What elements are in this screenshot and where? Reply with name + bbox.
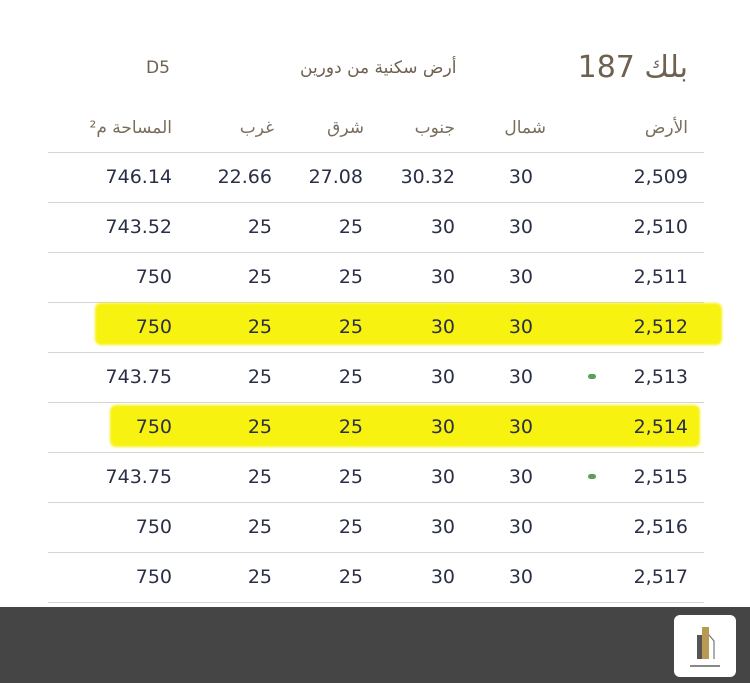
row-divider bbox=[48, 252, 704, 253]
table-row[interactable]: 2,511 30 30 25 25 750 bbox=[0, 252, 750, 302]
cell-east: 25 bbox=[338, 416, 363, 438]
row-divider bbox=[48, 402, 704, 403]
table-row[interactable]: 2,513 30 30 25 25 743.75 bbox=[0, 352, 750, 402]
cell-north: 30 bbox=[508, 266, 533, 288]
col-header-south: جنوب bbox=[414, 118, 455, 138]
cell-west: 22.66 bbox=[217, 166, 272, 188]
row-highlight bbox=[95, 303, 722, 345]
col-header-north: شمال bbox=[504, 118, 546, 138]
block-title: بلك 187 bbox=[577, 50, 688, 85]
cell-west: 25 bbox=[247, 316, 272, 338]
header-divider bbox=[48, 152, 704, 153]
cell-area: 743.75 bbox=[105, 366, 172, 388]
cell-west: 25 bbox=[247, 366, 272, 388]
cell-area: 746.14 bbox=[105, 166, 172, 188]
row-divider bbox=[48, 502, 704, 503]
table-row[interactable]: 2,509 30 30.32 27.08 22.66 746.14 bbox=[0, 152, 750, 202]
col-header-area: المساحة م² bbox=[89, 118, 172, 138]
cell-area: 750 bbox=[135, 316, 172, 338]
cell-east: 27.08 bbox=[308, 166, 363, 188]
row-divider bbox=[48, 352, 704, 353]
cell-east: 25 bbox=[338, 366, 363, 388]
cell-land: 2,514 bbox=[633, 416, 688, 438]
table-row[interactable]: 2,510 30 30 25 25 743.52 bbox=[0, 202, 750, 252]
cell-east: 25 bbox=[338, 566, 363, 588]
cell-east: 25 bbox=[338, 466, 363, 488]
cell-west: 25 bbox=[247, 516, 272, 538]
cell-south: 30 bbox=[430, 216, 455, 238]
row-divider bbox=[48, 552, 704, 553]
cell-south: 30 bbox=[430, 416, 455, 438]
cell-area: 750 bbox=[135, 416, 172, 438]
footer-bar bbox=[0, 607, 750, 683]
cell-east: 25 bbox=[338, 216, 363, 238]
row-divider bbox=[48, 202, 704, 203]
row-divider bbox=[48, 602, 704, 603]
cell-south: 30 bbox=[430, 366, 455, 388]
cell-west: 25 bbox=[247, 566, 272, 588]
cell-land: 2,511 bbox=[633, 266, 688, 288]
zone-code: D5 bbox=[146, 58, 170, 78]
cell-north: 30 bbox=[508, 166, 533, 188]
cell-north: 30 bbox=[508, 316, 533, 338]
cell-west: 25 bbox=[247, 416, 272, 438]
cell-north: 30 bbox=[508, 516, 533, 538]
cell-area: 750 bbox=[135, 566, 172, 588]
cell-west: 25 bbox=[247, 266, 272, 288]
cell-west: 25 bbox=[247, 216, 272, 238]
building-logo-icon bbox=[690, 627, 720, 667]
cell-area: 750 bbox=[135, 266, 172, 288]
cell-land: 2,513 bbox=[633, 366, 688, 388]
cell-north: 30 bbox=[508, 466, 533, 488]
table-row[interactable]: 2,517 30 30 25 25 750 bbox=[0, 552, 750, 602]
cell-land: 2,510 bbox=[633, 216, 688, 238]
cell-south: 30.32 bbox=[400, 166, 455, 188]
table-row[interactable]: 2,516 30 30 25 25 750 bbox=[0, 502, 750, 552]
row-divider bbox=[48, 302, 704, 303]
brand-logo bbox=[674, 615, 736, 677]
table-row[interactable]: 2,514 30 30 25 25 750 bbox=[0, 402, 750, 452]
col-header-land: الأرض bbox=[644, 118, 688, 138]
cell-north: 30 bbox=[508, 366, 533, 388]
cell-land: 2,515 bbox=[633, 466, 688, 488]
cell-west: 25 bbox=[247, 466, 272, 488]
cell-area: 750 bbox=[135, 516, 172, 538]
col-header-west: غرب bbox=[239, 118, 274, 138]
cell-north: 30 bbox=[508, 566, 533, 588]
cell-area: 743.52 bbox=[105, 216, 172, 238]
cell-east: 25 bbox=[338, 316, 363, 338]
table-row[interactable]: 2,512 30 30 25 25 750 bbox=[0, 302, 750, 352]
table-row[interactable]: 2,515 30 30 25 25 743.75 bbox=[0, 452, 750, 502]
cell-south: 30 bbox=[430, 566, 455, 588]
row-divider bbox=[48, 452, 704, 453]
cell-east: 25 bbox=[338, 516, 363, 538]
status-dot-icon bbox=[588, 474, 596, 479]
cell-land: 2,509 bbox=[633, 166, 688, 188]
cell-land: 2,516 bbox=[633, 516, 688, 538]
cell-north: 30 bbox=[508, 416, 533, 438]
cell-area: 743.75 bbox=[105, 466, 172, 488]
cell-south: 30 bbox=[430, 466, 455, 488]
col-header-east: شرق bbox=[327, 118, 364, 138]
status-dot-icon bbox=[588, 374, 596, 379]
cell-south: 30 bbox=[430, 266, 455, 288]
cell-north: 30 bbox=[508, 216, 533, 238]
cell-east: 25 bbox=[338, 266, 363, 288]
land-type: أرض سكنية من دورين bbox=[300, 58, 457, 78]
cell-land: 2,512 bbox=[633, 316, 688, 338]
cell-land: 2,517 bbox=[633, 566, 688, 588]
row-highlight bbox=[110, 405, 700, 447]
cell-south: 30 bbox=[430, 516, 455, 538]
cell-south: 30 bbox=[430, 316, 455, 338]
